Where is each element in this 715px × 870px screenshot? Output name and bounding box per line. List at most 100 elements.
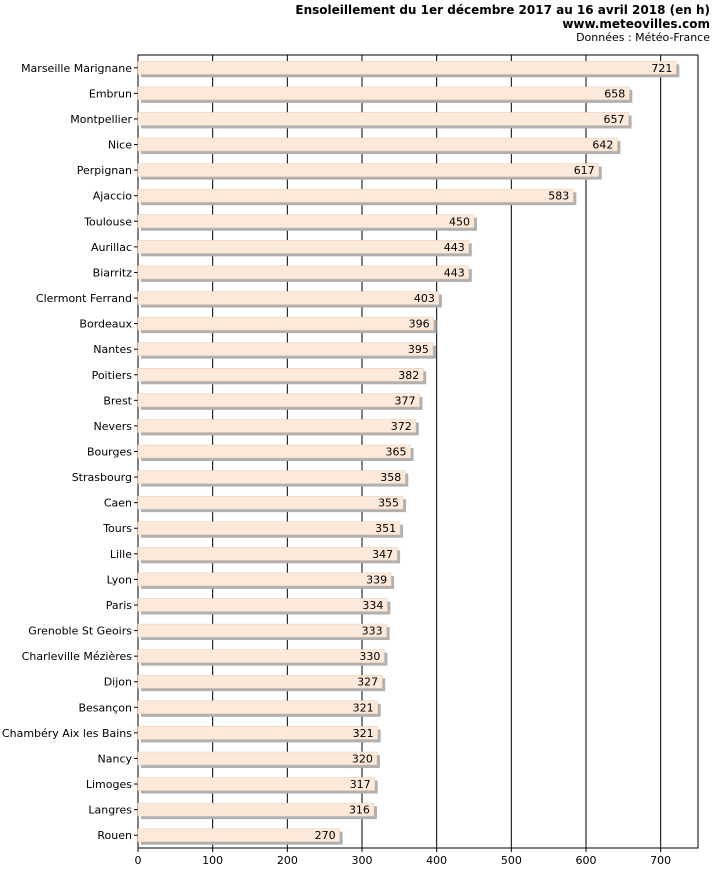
category-label: Dijon	[104, 676, 132, 689]
value-label: 316	[349, 804, 370, 817]
chart-source: Données : Météo-France	[576, 31, 710, 44]
value-label: 351	[375, 522, 396, 535]
bar	[137, 214, 475, 229]
bar	[137, 342, 434, 356]
value-label: 339	[366, 573, 387, 586]
category-label: Lyon	[107, 573, 132, 586]
bar	[137, 598, 388, 612]
bar	[137, 495, 404, 510]
bar	[137, 137, 618, 152]
category-label: Charleville Mézières	[22, 650, 133, 663]
bar	[137, 623, 387, 638]
value-label: 321	[353, 727, 374, 740]
value-label: 382	[398, 369, 419, 382]
category-label: Nevers	[93, 420, 132, 433]
chart-site: www.meteovilles.com	[562, 17, 710, 31]
x-tick-label-200: 200	[277, 854, 298, 867]
bar	[137, 700, 378, 715]
value-label: 347	[372, 548, 393, 561]
category-label: Besançon	[78, 701, 132, 714]
category-label: Grenoble St Geoirs	[28, 625, 132, 638]
bar	[137, 188, 574, 203]
bar	[137, 316, 434, 331]
bar	[137, 265, 470, 280]
category-label: Brest	[103, 394, 132, 407]
chart-header: Ensoleillement du 1er décembre 2017 au 1…	[110, 3, 710, 45]
value-label: 377	[394, 394, 415, 407]
category-label: Aurillac	[91, 241, 132, 254]
category-label: Embrun	[89, 87, 132, 100]
bar	[137, 828, 340, 842]
category-label: Bordeaux	[79, 318, 132, 331]
value-label: 365	[386, 446, 407, 459]
value-label: 617	[574, 164, 595, 177]
category-label: Strasbourg	[72, 471, 132, 484]
category-label: Tours	[102, 522, 132, 535]
value-label: 657	[604, 113, 625, 126]
category-label: Nancy	[98, 752, 133, 765]
category-label: Rouen	[97, 829, 132, 842]
bar	[137, 521, 401, 535]
bar	[137, 291, 440, 305]
bar	[137, 649, 385, 663]
category-label: Caen	[104, 497, 132, 510]
value-label: 372	[391, 420, 412, 433]
bar	[137, 163, 599, 177]
x-tick-label-700: 700	[650, 854, 671, 867]
bar	[137, 444, 411, 459]
bar	[137, 572, 392, 587]
x-tick-label-100: 100	[202, 854, 223, 867]
category-label: Limoges	[86, 778, 132, 791]
value-label: 317	[350, 778, 371, 791]
value-label: 358	[380, 471, 401, 484]
value-label: 355	[378, 497, 399, 510]
value-label: 333	[362, 625, 383, 638]
bar	[137, 547, 398, 561]
bar	[137, 419, 417, 433]
value-label: 327	[357, 676, 378, 689]
x-tick-label-0: 0	[135, 854, 142, 867]
category-label: Biarritz	[93, 266, 133, 279]
bar	[137, 674, 383, 689]
category-label: Chambéry Aix les Bains	[2, 727, 132, 740]
bar	[137, 802, 375, 817]
bar	[137, 751, 378, 766]
chart-title: Ensoleillement du 1er décembre 2017 au 1…	[295, 3, 710, 17]
category-label: Lille	[110, 548, 132, 561]
value-label: 443	[444, 241, 465, 254]
bar	[137, 112, 629, 126]
x-tick-label-400: 400	[426, 854, 447, 867]
category-label: Poitiers	[92, 369, 133, 382]
bar	[137, 240, 470, 254]
category-label: Bourges	[87, 446, 132, 459]
x-tick-label-600: 600	[576, 854, 597, 867]
value-label: 721	[651, 62, 672, 75]
bar	[137, 61, 677, 75]
value-label: 321	[353, 701, 374, 714]
value-label: 395	[408, 343, 429, 356]
value-label: 330	[359, 650, 380, 663]
category-label: Ajaccio	[93, 190, 132, 203]
value-label: 642	[592, 139, 613, 152]
x-tick-label-300: 300	[352, 854, 373, 867]
category-label: Toulouse	[83, 215, 132, 228]
bar	[137, 726, 378, 740]
bar	[137, 86, 630, 101]
value-label: 396	[409, 318, 430, 331]
value-label: 450	[449, 215, 470, 228]
category-label: Clermont Ferrand	[36, 292, 132, 305]
category-label: Nantes	[93, 343, 132, 356]
x-tick-label-500: 500	[501, 854, 522, 867]
value-label: 583	[548, 190, 569, 203]
value-label: 270	[315, 829, 336, 842]
category-label: Langres	[88, 804, 132, 817]
value-label: 658	[604, 87, 625, 100]
category-label: Montpellier	[70, 113, 132, 126]
value-label: 334	[362, 599, 383, 612]
category-label: Marseille Marignane	[21, 62, 132, 75]
value-label: 443	[444, 266, 465, 279]
category-label: Paris	[106, 599, 132, 612]
bar	[137, 470, 406, 484]
bar	[137, 777, 375, 791]
